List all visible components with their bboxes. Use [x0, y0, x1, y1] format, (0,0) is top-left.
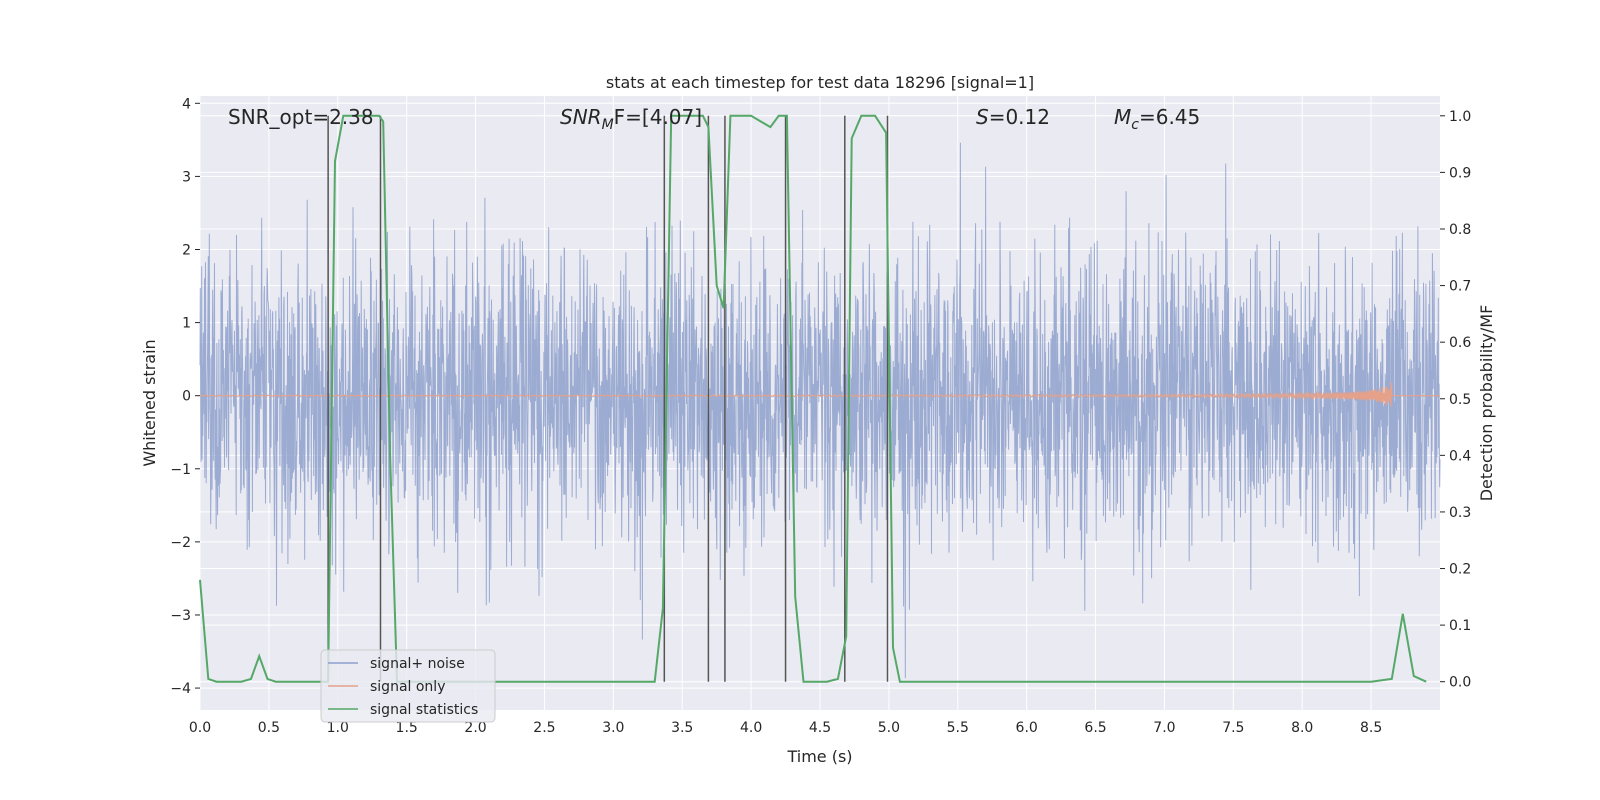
snr-mf-annotation: SNRMF=[4.07] [560, 105, 702, 133]
y-left-tick-label-5: −1 [170, 462, 191, 478]
mc-sub: c [1131, 117, 1139, 133]
x-tick-label-1: 0.5 [258, 720, 280, 736]
mc-annotation: Mc=6.45 [1114, 105, 1200, 133]
y-left-tick-label-8: −4 [170, 681, 191, 697]
x-tick-label-5: 2.5 [533, 720, 555, 736]
y-left-tick-label-1: 3 [182, 169, 191, 185]
x-tick-label-12: 6.0 [1016, 720, 1038, 736]
series-signal-plus-noise [199, 142, 1441, 679]
legend-label-noise: signal+ noise [370, 656, 465, 672]
y-left-tick-label-6: −2 [170, 535, 191, 551]
y-right-tick-label-1: 0.9 [1449, 165, 1471, 181]
y-left-tick-label-0: 4 [182, 96, 191, 112]
legend-label-signal: signal only [370, 679, 445, 695]
x-axis-label: Time (s) [786, 747, 852, 766]
y-right-tick-label-2: 0.8 [1449, 222, 1471, 238]
legend-label-stats: signal statistics [370, 702, 478, 718]
x-tick-label-14: 7.0 [1153, 720, 1175, 736]
series-signal-only [199, 382, 1440, 407]
s-base: S [976, 105, 989, 129]
vertical-lines-layer [327, 115, 889, 682]
y-left-tick-label-7: −3 [170, 608, 191, 624]
y-right-tick-label-10: 0.0 [1449, 675, 1471, 691]
x-tick-label-0: 0.0 [189, 720, 211, 736]
ticks: 0.0 0.5 1.0 1.5 2.0 2.5 3.0 3.5 4.0 4.5 5.0 5.5 6.0 6… [170, 96, 1471, 736]
x-tick-label-8: 4.0 [740, 720, 762, 736]
y-axis-left-label: Whitened strain [140, 339, 159, 466]
x-tick-label-6: 3.0 [602, 720, 624, 736]
legend: signal+ noise signal only signal statist… [320, 649, 496, 723]
y-axis-right-label: Detection probability/MF [1477, 305, 1496, 502]
legend-frame [320, 649, 496, 723]
snr-opt-annotation: SNR_opt=2.38 [228, 105, 374, 129]
x-tick-label-11: 5.5 [947, 720, 969, 736]
x-tick-label-3: 1.5 [396, 720, 418, 736]
noise-series-layer [199, 142, 1441, 679]
y-right-tick-label-7: 0.3 [1449, 505, 1471, 521]
y-left-tick-label-3: 1 [182, 316, 191, 332]
y-right-tick-label-3: 0.7 [1449, 279, 1471, 295]
x-tick-label-16: 8.0 [1291, 720, 1313, 736]
snr-mf-sub: M [602, 117, 614, 133]
x-tick-label-13: 6.5 [1084, 720, 1106, 736]
y-right-tick-label-4: 0.6 [1449, 335, 1471, 351]
y-right-tick-label-9: 0.1 [1449, 618, 1471, 634]
snr-mf-base: SNR [560, 105, 602, 129]
x-tick-label-7: 3.5 [671, 720, 693, 736]
x-tick-label-9: 4.5 [809, 720, 831, 736]
x-tick-label-17: 8.5 [1360, 720, 1382, 736]
x-tick-label-2: 1.0 [327, 720, 349, 736]
signal-series-layer [199, 382, 1440, 407]
x-tick-label-15: 7.5 [1222, 720, 1244, 736]
chart-title: stats at each timestep for test data 182… [606, 73, 1034, 92]
mc-rest: =6.45 [1139, 105, 1200, 129]
y-right-tick-label-6: 0.4 [1449, 448, 1471, 464]
x-tick-label-4: 2.0 [464, 720, 486, 736]
y-left-tick-label-2: 2 [182, 243, 191, 259]
x-tick-label-10: 5.0 [878, 720, 900, 736]
y-right-tick-label-5: 0.5 [1449, 392, 1471, 408]
s-annotation: S=0.12 [976, 105, 1050, 129]
s-rest: =0.12 [989, 105, 1050, 129]
snr-mf-rest: F=[4.07] [614, 105, 702, 129]
mc-base: M [1114, 105, 1131, 129]
y-left-tick-label-4: 0 [182, 389, 191, 405]
y-right-tick-label-8: 0.2 [1449, 562, 1471, 578]
y-right-tick-label-0: 1.0 [1449, 109, 1471, 125]
